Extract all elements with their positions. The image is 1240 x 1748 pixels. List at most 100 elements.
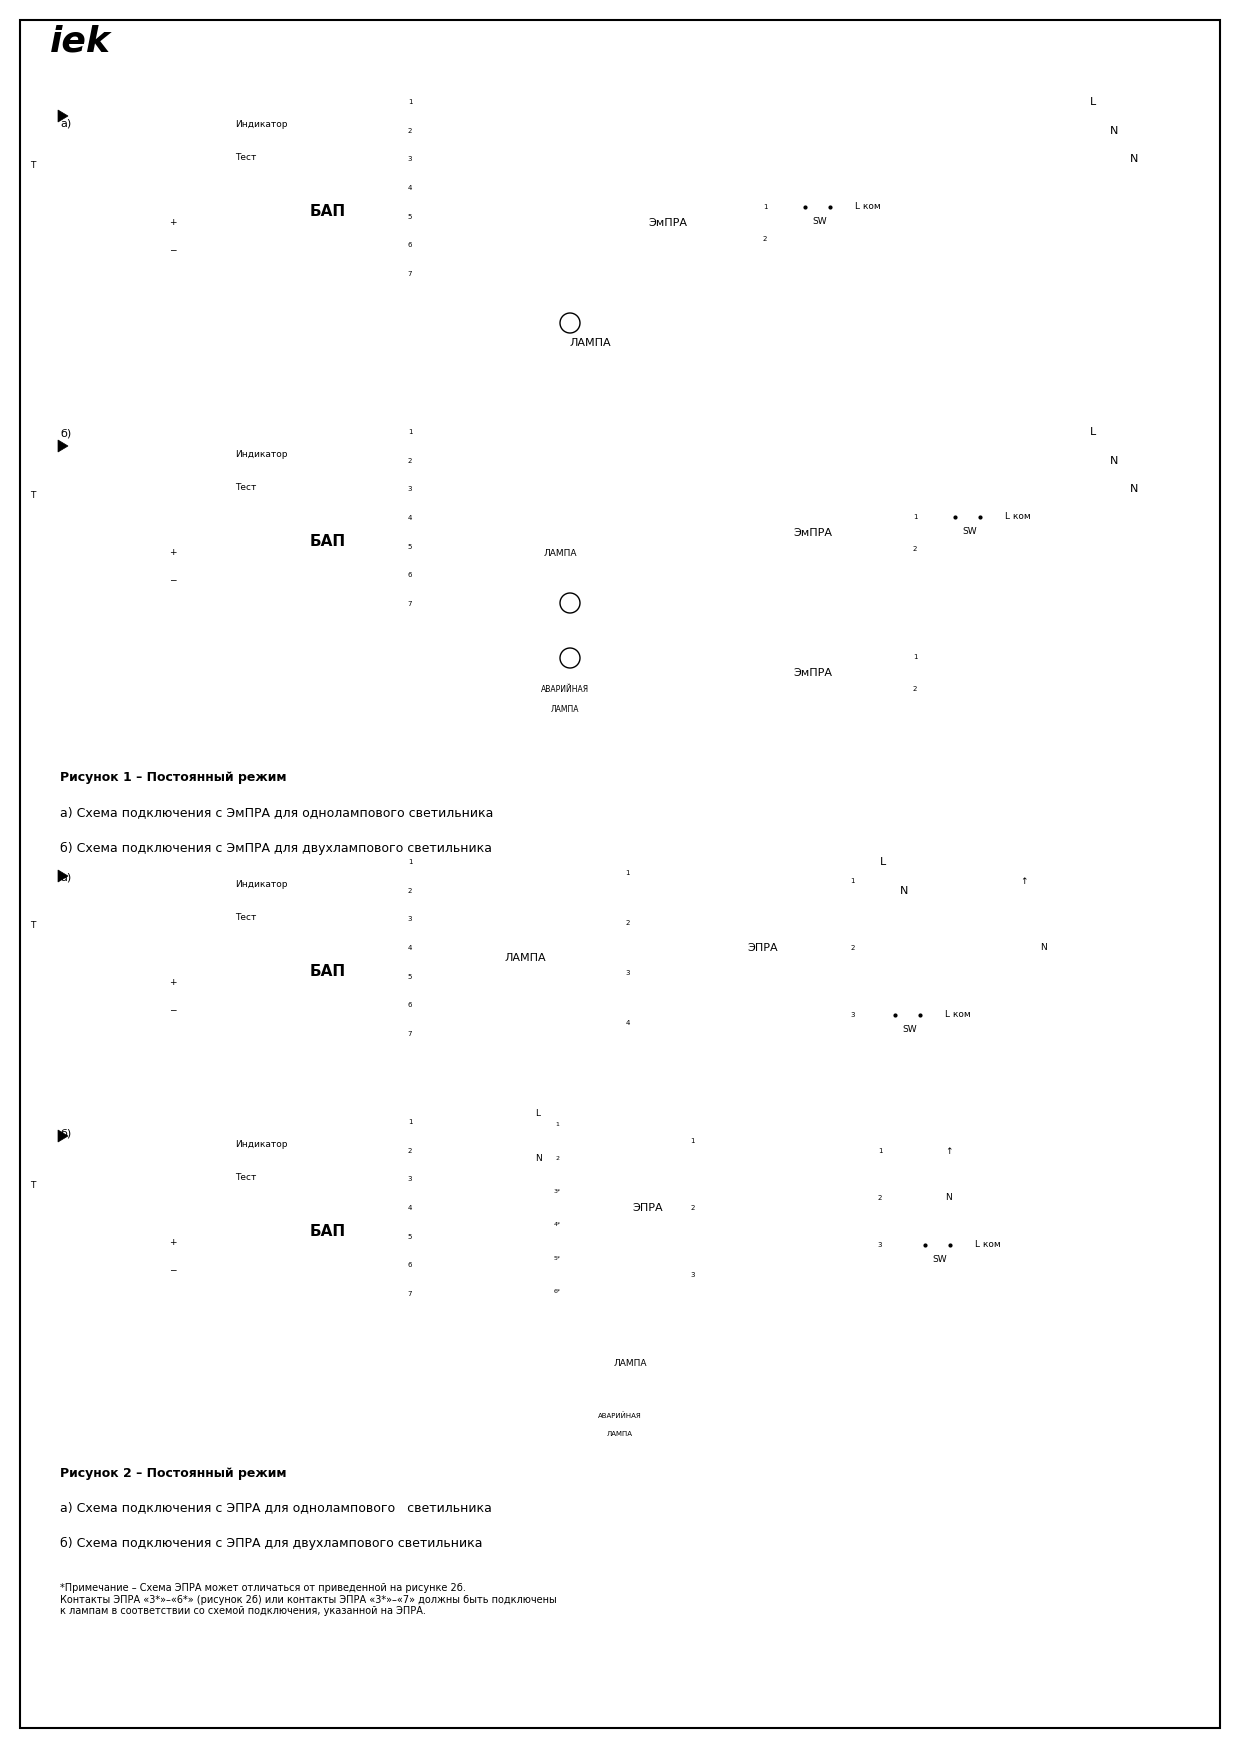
Bar — [379, 1108, 440, 1308]
Text: N: N — [1040, 944, 1047, 953]
Text: SW: SW — [932, 1255, 947, 1264]
Text: 2: 2 — [913, 545, 918, 552]
Text: 6: 6 — [408, 1262, 412, 1267]
Text: Т: Т — [30, 1182, 36, 1190]
Text: 2: 2 — [408, 888, 412, 893]
Text: Т: Т — [30, 921, 36, 930]
Text: 1: 1 — [913, 654, 918, 659]
Text: 7: 7 — [408, 271, 412, 276]
Bar — [849, 1127, 910, 1267]
Text: 5: 5 — [408, 974, 412, 979]
Text: 6: 6 — [408, 1002, 412, 1009]
Text: 3: 3 — [408, 1176, 412, 1182]
Bar — [145, 1225, 200, 1287]
Bar — [460, 928, 590, 988]
Text: ↑: ↑ — [945, 1147, 952, 1155]
Text: 2: 2 — [913, 687, 918, 692]
Text: 1: 1 — [691, 1138, 694, 1145]
Text: 5*: 5* — [554, 1255, 560, 1260]
Text: ЭПРА: ЭПРА — [746, 942, 777, 953]
Text: БАП: БАП — [310, 535, 346, 549]
Text: 4: 4 — [625, 1021, 630, 1026]
Polygon shape — [58, 1129, 68, 1141]
Text: 5: 5 — [408, 213, 412, 220]
Bar — [145, 864, 224, 935]
Text: 4: 4 — [408, 185, 412, 191]
Text: L: L — [534, 1110, 539, 1119]
Bar — [529, 1108, 585, 1308]
Bar — [58, 869, 83, 884]
Text: L ком: L ком — [945, 1010, 971, 1019]
Bar — [379, 848, 440, 1049]
Text: 2: 2 — [851, 946, 854, 951]
Text: N: N — [1110, 456, 1118, 467]
Bar — [145, 434, 224, 505]
Bar — [110, 87, 440, 288]
Bar — [145, 967, 200, 1026]
Text: ЛАМПА: ЛАМПА — [505, 953, 546, 963]
Text: а): а) — [60, 872, 71, 883]
Text: 1: 1 — [625, 871, 630, 876]
Text: L ком: L ком — [1004, 512, 1030, 521]
Bar — [600, 848, 655, 1049]
Text: ЭмПРА: ЭмПРА — [792, 528, 832, 538]
Text: +: + — [169, 1238, 176, 1248]
Text: Т: Т — [30, 491, 36, 500]
Text: 6*: 6* — [554, 1288, 560, 1294]
Bar — [379, 87, 440, 288]
Bar — [58, 439, 83, 454]
Text: L: L — [880, 857, 887, 867]
Text: а) Схема подключения с ЭПРА для однолампового   светильника: а) Схема подключения с ЭПРА для одноламп… — [60, 1502, 492, 1514]
Text: 6: 6 — [408, 572, 412, 579]
Text: а): а) — [60, 119, 71, 128]
Text: Тест: Тест — [236, 914, 257, 923]
Bar — [110, 848, 440, 1049]
Text: iek: iek — [50, 24, 110, 58]
Bar — [890, 498, 940, 568]
Text: 4: 4 — [408, 516, 412, 521]
Text: 1: 1 — [556, 1122, 559, 1127]
Text: 1: 1 — [851, 877, 854, 884]
Bar — [145, 537, 200, 596]
Bar — [145, 206, 200, 266]
Text: 2: 2 — [408, 458, 412, 463]
Bar — [440, 829, 999, 1079]
Text: БАП: БАП — [310, 205, 346, 220]
Bar — [529, 1108, 720, 1308]
Polygon shape — [58, 110, 68, 122]
Text: 3: 3 — [878, 1241, 882, 1248]
Text: б) Схема подключения с ЭПРА для двухлампового светильника: б) Схема подключения с ЭПРА для двухламп… — [60, 1536, 482, 1549]
Text: ЛАМПА: ЛАМПА — [551, 706, 579, 715]
Text: 1: 1 — [763, 205, 768, 210]
Bar — [470, 399, 1140, 738]
Text: б): б) — [60, 428, 71, 439]
Text: 2: 2 — [408, 1148, 412, 1154]
Bar — [110, 418, 440, 619]
Text: 3: 3 — [691, 1271, 694, 1278]
Text: БАП: БАП — [310, 1225, 346, 1239]
Text: 4: 4 — [408, 946, 412, 951]
Text: Индикатор: Индикатор — [236, 449, 288, 458]
Bar — [740, 187, 790, 259]
Text: АВАРИЙНАЯ: АВАРИЙНАЯ — [598, 1412, 642, 1419]
Polygon shape — [58, 440, 68, 453]
Text: 1: 1 — [408, 430, 412, 435]
Bar — [145, 1124, 224, 1196]
Bar — [520, 318, 660, 369]
Bar — [720, 477, 940, 587]
Text: +: + — [169, 218, 176, 227]
Text: N: N — [534, 1154, 542, 1162]
Text: Индикатор: Индикатор — [236, 879, 288, 888]
Text: 2: 2 — [556, 1155, 559, 1161]
Text: N: N — [1130, 154, 1138, 164]
Bar — [58, 108, 83, 124]
Bar — [58, 1127, 83, 1143]
Text: 2: 2 — [408, 128, 412, 135]
Text: SW: SW — [903, 1024, 918, 1035]
Text: Тест: Тест — [236, 484, 257, 493]
Text: Тест: Тест — [236, 1173, 257, 1182]
Text: 1: 1 — [408, 860, 412, 865]
Text: Тест: Тест — [236, 154, 257, 163]
Text: ЭмПРА: ЭмПРА — [792, 668, 832, 678]
Text: ЭПРА: ЭПРА — [632, 1203, 663, 1213]
